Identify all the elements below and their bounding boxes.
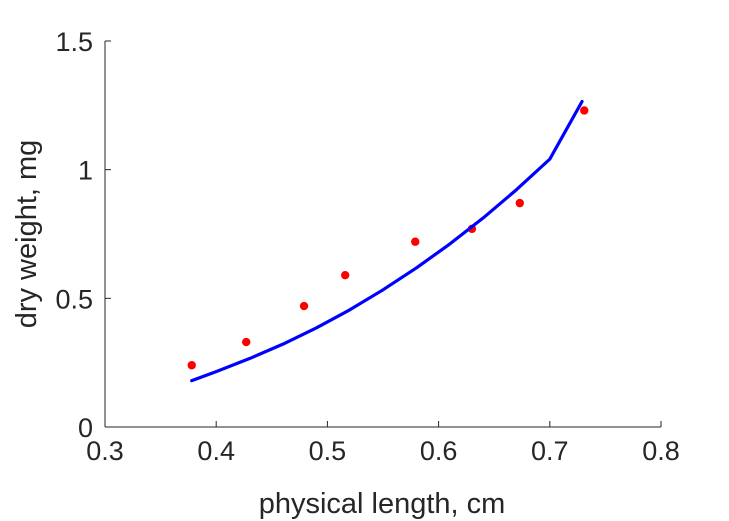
data-point [340,270,350,280]
data-point [580,106,589,115]
x-tick-label: 0.8 [642,436,680,466]
x-tick-label: 0.7 [531,436,569,466]
x-axis-label: physical length, cm [259,488,506,520]
data-point [411,237,420,246]
y-axis-label: dry weight, mg [11,140,43,329]
y-tick-label: 0.5 [55,284,93,314]
x-tick-label: 0.5 [309,436,347,466]
data-point [515,198,524,208]
data-point [299,301,309,311]
x-tick-label: 0.6 [420,436,458,466]
y-tick-label: 1 [78,156,93,186]
y-tick-label: 1.5 [55,27,93,57]
fit-curve-line [190,99,584,383]
data-point [242,337,251,347]
y-tick-label: 0 [78,413,93,443]
ticks: 0.3 0.4 0.5 0.6 0.7 0.8 0 0.5 1 1.5 [55,27,679,466]
axes [104,41,661,428]
data-point [187,361,196,370]
x-tick-label: 0.4 [197,436,235,466]
x-tick-label: 0.3 [86,436,124,466]
series [187,99,589,383]
